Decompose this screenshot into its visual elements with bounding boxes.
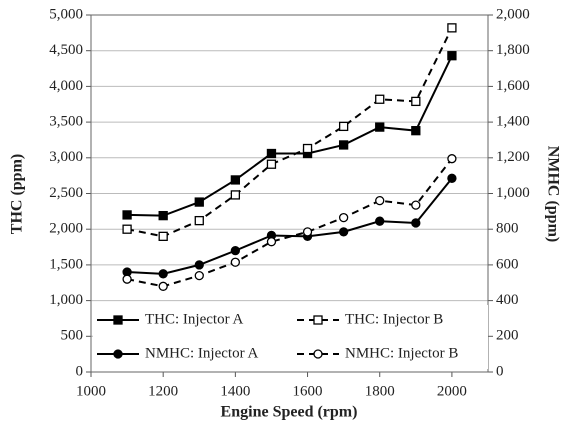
legend-marker	[113, 349, 123, 359]
marker	[122, 274, 132, 284]
x-tick-label: 1200	[148, 383, 178, 399]
legend-label: THC: Injector A	[145, 311, 243, 327]
series-line	[126, 158, 453, 288]
y-tick-label: 4,000	[49, 78, 83, 94]
marker	[338, 227, 349, 237]
y-tick-label: 3,000	[49, 149, 83, 165]
plot-frame	[90, 14, 489, 373]
marker	[447, 154, 457, 164]
marker	[302, 227, 313, 237]
marker	[447, 51, 457, 61]
x-axis-label: Engine Speed (rpm)	[221, 404, 358, 421]
marker	[447, 23, 457, 33]
marker	[447, 173, 457, 183]
legend-label: NMHC: Injector A	[145, 345, 258, 361]
marker	[411, 218, 421, 228]
marker	[194, 215, 204, 226]
marker	[122, 210, 132, 220]
y-tick-label: 2,500	[49, 185, 83, 201]
y-axis-label: THC (ppm)	[9, 154, 26, 234]
x-tick-label: 1600	[293, 383, 323, 399]
marker	[230, 257, 241, 267]
marker	[338, 140, 349, 150]
legend-marker	[313, 349, 323, 359]
legend-box	[93, 305, 488, 369]
x-tick-label: 2000	[437, 383, 467, 399]
y-tick-label: 0	[76, 363, 84, 379]
marker	[375, 216, 385, 226]
marker	[266, 159, 277, 169]
marker	[411, 96, 421, 107]
y-tick-label: 2,000	[49, 221, 83, 237]
legend-marker	[113, 315, 123, 325]
y2-tick-label: 1,600	[496, 78, 530, 94]
marker	[411, 126, 421, 136]
marker	[375, 122, 385, 132]
y2-tick-label: 1,200	[496, 149, 530, 165]
legend-marker	[313, 315, 323, 325]
marker	[230, 245, 241, 256]
y-tick-label: 5,000	[49, 6, 83, 22]
y2-tick-label: 1,400	[496, 114, 530, 130]
marker	[194, 197, 204, 207]
y2-tick-label: 400	[496, 292, 519, 308]
y2-tick-label: 200	[496, 328, 519, 344]
marker	[411, 200, 421, 210]
y2-tick-label: 2,000	[496, 6, 530, 22]
x-tick-label: 1400	[220, 383, 250, 399]
marker	[158, 281, 168, 291]
y-tick-label: 1,500	[49, 256, 83, 272]
y2-axis-label: NMHC (ppm)	[544, 146, 561, 242]
y2-tick-label: 600	[496, 256, 519, 272]
marker	[338, 212, 349, 223]
y2-tick-label: 0	[496, 363, 504, 379]
marker	[194, 270, 204, 281]
series-line	[126, 27, 453, 238]
marker	[338, 121, 349, 132]
y-tick-label: 3,500	[49, 114, 83, 130]
series-line	[127, 55, 453, 217]
legend-label: THC: Injector B	[345, 311, 443, 327]
y-tick-label: 500	[61, 328, 84, 344]
marker	[158, 269, 168, 279]
marker	[266, 148, 277, 159]
marker	[375, 94, 385, 104]
marker	[266, 237, 277, 247]
y2-tick-label: 800	[496, 221, 519, 237]
marker	[230, 175, 241, 185]
y-tick-label: 4,500	[49, 42, 83, 58]
y2-tick-label: 1,800	[496, 42, 530, 58]
marker	[194, 260, 204, 270]
legend-label: NMHC: Injector B	[345, 345, 458, 361]
y-tick-label: 1,000	[49, 292, 83, 308]
x-tick-label: 1000	[76, 383, 106, 399]
marker	[230, 190, 241, 200]
series-line	[127, 177, 453, 275]
marker	[122, 224, 132, 234]
x-tick-label: 1800	[365, 383, 395, 399]
y2-tick-label: 1,000	[496, 185, 530, 201]
marker	[158, 210, 168, 221]
marker	[375, 195, 385, 206]
marker	[302, 143, 313, 154]
marker	[158, 231, 168, 241]
